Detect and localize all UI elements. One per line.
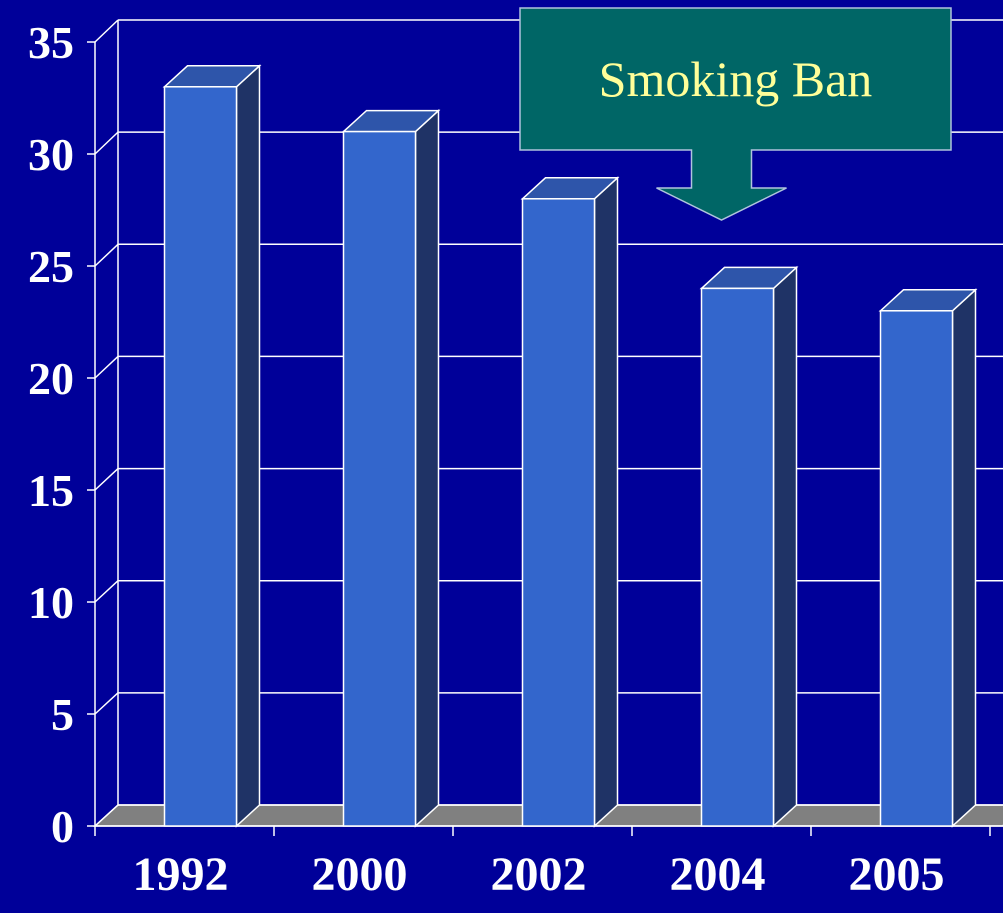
x-tick-label: 2004 [670, 848, 766, 901]
y-tick-label: 15 [28, 465, 74, 516]
bar-side [593, 176, 619, 828]
x-tick-label: 2000 [312, 848, 408, 901]
x-tick-label: 1992 [133, 848, 229, 901]
y-tick-label: 20 [28, 353, 74, 404]
bar-front [879, 310, 954, 827]
bar-side [772, 265, 798, 828]
y-tick-label: 10 [28, 577, 74, 628]
gridline-depth [94, 468, 119, 491]
y-tick-label: 25 [28, 241, 74, 292]
x-tick-label: 2002 [491, 848, 587, 901]
gridline-depth [94, 804, 119, 827]
x-tick-label: 2005 [849, 848, 945, 901]
gridline-depth [94, 692, 119, 715]
bar-front [700, 287, 775, 827]
gridline-depth [94, 243, 119, 267]
callout-arrow-box [519, 7, 952, 221]
y-tick-label: 5 [51, 689, 74, 740]
y-tick-label: 30 [28, 129, 74, 180]
gridline-depth [94, 131, 119, 155]
y-tick-label: 0 [51, 801, 74, 852]
axis-labels: 0 5 10 15 20 25 30 35 1992 2000 2002 2004 2005 [28, 17, 945, 901]
bar-2004 [699, 265, 799, 828]
bar-1992 [162, 64, 262, 828]
bar-2000 [341, 108, 441, 828]
y-tick-label: 35 [28, 17, 74, 68]
bar-side [235, 64, 261, 828]
smoking-ban-callout: Smoking Ban [519, 7, 952, 221]
gridline-depth [94, 355, 119, 379]
gridline-depth [94, 580, 119, 603]
gridline-depth [94, 19, 119, 43]
bar-side [414, 108, 440, 828]
callout-text: Smoking Ban [599, 51, 873, 107]
bar-2005 [878, 288, 978, 828]
bars [162, 64, 978, 828]
bar-front [163, 86, 238, 827]
bar-2002 [520, 176, 620, 828]
bar-front [342, 130, 417, 827]
bar-side [951, 288, 977, 828]
bar-front [521, 198, 596, 827]
